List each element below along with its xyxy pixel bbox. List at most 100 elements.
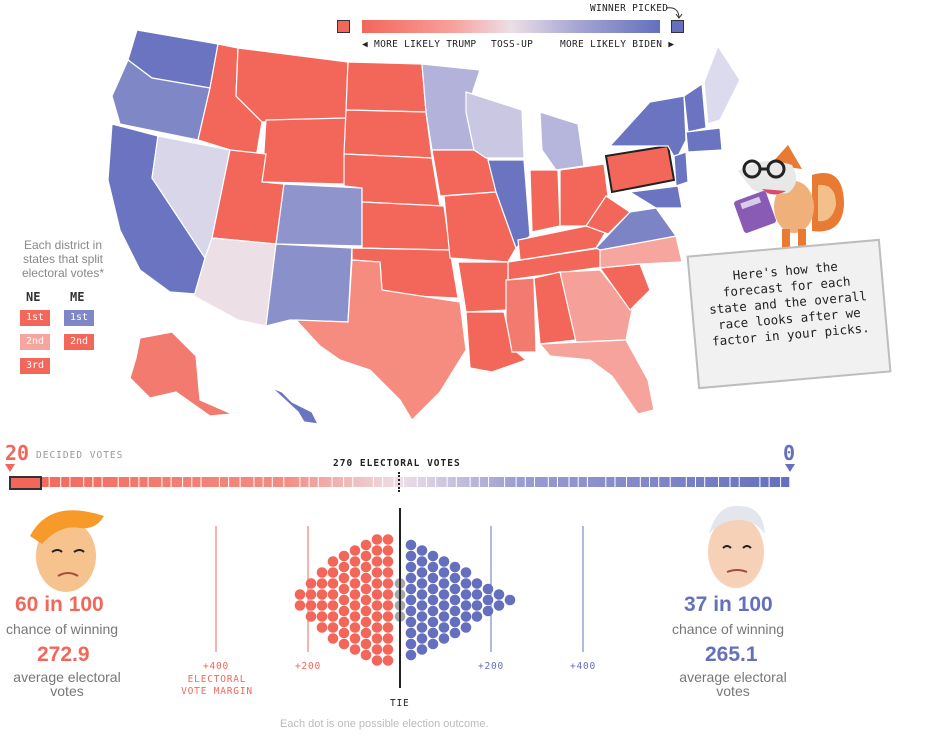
- electoral-vote-bar[interactable]: [10, 477, 790, 487]
- outcome-dot: [382, 545, 394, 556]
- outcome-dot: [460, 600, 472, 611]
- outcome-dot: [371, 611, 383, 622]
- ne-district-2[interactable]: 2nd: [20, 334, 50, 350]
- outcome-dot: [405, 638, 417, 650]
- outcome-dot: [416, 644, 428, 655]
- trump-winner-swatch[interactable]: [337, 20, 350, 33]
- outcome-dot: [449, 561, 461, 573]
- outcome-dot: [460, 567, 472, 578]
- biden-winner-swatch[interactable]: [671, 20, 684, 33]
- outcome-dot: [371, 644, 383, 655]
- outcome-dot: [360, 616, 372, 628]
- outcome-dot: [427, 594, 439, 606]
- state-texas: [294, 259, 467, 421]
- outcome-dot: [338, 550, 350, 562]
- outcome-dot: [460, 589, 472, 600]
- outcome-dot: [416, 622, 428, 633]
- outcome-dot: [471, 589, 483, 600]
- mascot-speech-text: Here's how the forecast for each state a…: [708, 258, 871, 349]
- outcome-dot: [427, 550, 439, 562]
- fox-mascot-icon: [734, 145, 844, 253]
- state-montana: [235, 47, 349, 123]
- outcome-dot: [327, 578, 339, 589]
- me-heading: ME: [70, 290, 85, 304]
- outcome-dot: [360, 638, 372, 650]
- state-florida: [538, 339, 655, 415]
- state-arkansas: [457, 261, 509, 313]
- more-likely-biden-text: MORE LIKELY BIDEN: [560, 39, 663, 50]
- state-mass-ct-ri: [685, 127, 723, 153]
- outcome-dot: [416, 545, 428, 556]
- outcome-dot: [327, 556, 339, 567]
- outcome-dot: [294, 600, 306, 611]
- state-maine: [703, 44, 741, 125]
- outcome-dot: [471, 611, 483, 622]
- outcome-dot: [371, 589, 383, 600]
- outcome-dot: [427, 605, 439, 617]
- outcome-dot: [460, 611, 472, 622]
- outcome-dot: [349, 611, 361, 622]
- outcome-dot: [427, 638, 439, 650]
- outcome-dot: [338, 638, 350, 650]
- outcome-dot: [371, 655, 383, 666]
- trump-chance-label: chance of winning: [6, 621, 119, 637]
- trump-chance: 60 in 100: [15, 593, 104, 616]
- state-pennsylvania: [604, 144, 676, 194]
- outcome-dot: [349, 556, 361, 567]
- outcome-dot: [360, 561, 372, 573]
- axis-trump-400: +400: [203, 661, 230, 672]
- footnote: Each dot is one possible election outcom…: [280, 718, 489, 730]
- state-north-dakota: [345, 61, 427, 113]
- biden-chance: 37 in 100: [684, 593, 773, 616]
- outcome-dot: [316, 578, 328, 589]
- state-kansas: [361, 201, 451, 251]
- outcome-dot: [338, 594, 350, 606]
- ne-district-3[interactable]: 3rd: [20, 358, 50, 374]
- outcome-dot: [382, 622, 394, 633]
- outcome-dot: [427, 583, 439, 595]
- outcome-dot: [405, 605, 417, 617]
- outcome-dot-plot: [215, 508, 584, 688]
- outcome-dot: [371, 534, 383, 545]
- outcome-dot: [416, 633, 428, 644]
- outcome-dot: [449, 572, 461, 584]
- state-wyoming: [261, 117, 347, 185]
- us-map[interactable]: [0, 0, 928, 440]
- outcome-dot: [416, 567, 428, 578]
- state-new-mexico: [265, 243, 353, 327]
- state-wisconsin: [465, 91, 525, 159]
- biden-avg-label: average electoral votes: [679, 669, 787, 699]
- outcome-dot: [316, 600, 328, 611]
- outcome-dot: [360, 649, 372, 661]
- outcome-dot: [338, 572, 350, 584]
- outcome-dot: [427, 627, 439, 639]
- outcome-dot: [405, 649, 417, 661]
- outcome-dot: [438, 622, 450, 633]
- outcome-dot: [305, 578, 317, 589]
- ne-district-1[interactable]: 1st: [20, 310, 50, 326]
- outcome-dot: [349, 644, 361, 655]
- outcome-dot: [493, 600, 505, 611]
- outcome-dot: [427, 572, 439, 584]
- outcome-dot: [338, 583, 350, 595]
- outcome-dot: [338, 627, 350, 639]
- outcome-dot: [438, 567, 450, 578]
- me-district-1[interactable]: 1st: [64, 310, 94, 326]
- outcome-dot: [416, 611, 428, 622]
- trump-decided-segment[interactable]: [9, 476, 42, 490]
- outcome-dot: [482, 594, 494, 606]
- outcome-dot: [349, 578, 361, 589]
- decided-votes-label: DECIDED VOTES: [36, 450, 124, 461]
- outcome-dot: [371, 545, 383, 556]
- outcome-dot: [305, 611, 317, 622]
- outcome-dot: [427, 561, 439, 573]
- outcome-dot: [371, 567, 383, 578]
- axis-trump-200: +200: [295, 661, 322, 672]
- outcome-dot: [382, 589, 394, 600]
- me-district-2[interactable]: 2nd: [64, 334, 94, 350]
- outcome-dot: [438, 633, 450, 644]
- outcome-dot: [360, 572, 372, 584]
- outcome-dot: [349, 589, 361, 600]
- outcome-dot: [427, 616, 439, 628]
- districts-caption: Each district in states that split elect…: [21, 238, 105, 280]
